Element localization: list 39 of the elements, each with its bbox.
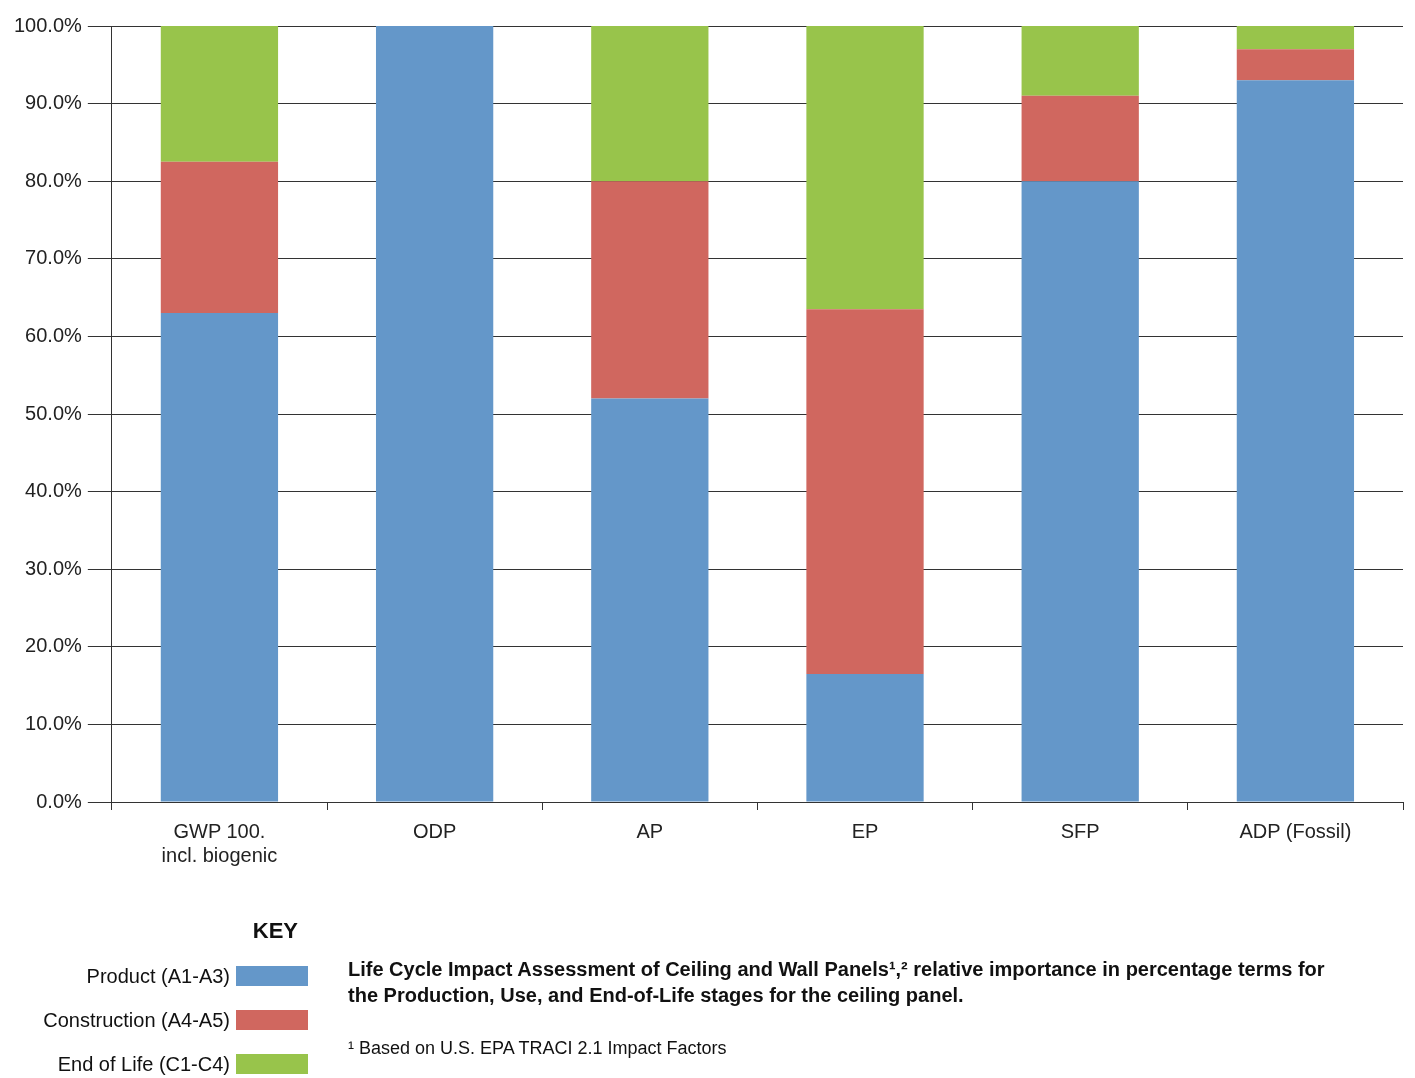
y-tick-label: 50.0% bbox=[25, 401, 83, 424]
y-tick-label: 20.0% bbox=[25, 634, 83, 657]
y-tick-label: 40.0% bbox=[25, 479, 83, 502]
y-tick-label: 100.0% bbox=[13, 13, 83, 36]
bar bbox=[1021, 95, 1139, 182]
y-tick-label: 70.0% bbox=[25, 246, 83, 269]
legend-label: Product (A1-A3) bbox=[86, 964, 230, 988]
text: Life Cycle Impact Assessment of Ceiling and Wall Panels¹,² relative importance in percentage terms for the Production, Use, and End-of-Life stages for the ceiling panel. bbox=[348, 957, 1326, 1008]
y-tick-label: 10.0% bbox=[25, 711, 83, 734]
bar bbox=[1236, 80, 1355, 802]
legend-label: Construction (A4-A5) bbox=[43, 1008, 230, 1032]
bar bbox=[806, 309, 924, 674]
y-tick-label: 90.0% bbox=[25, 91, 83, 114]
bar bbox=[1021, 181, 1139, 802]
y-tick-label: 60.0% bbox=[25, 323, 83, 346]
bar bbox=[806, 673, 924, 802]
bar bbox=[375, 26, 494, 802]
y-tick-label: 80.0% bbox=[25, 168, 83, 191]
bar bbox=[591, 26, 709, 182]
bar bbox=[1236, 26, 1355, 50]
x-tick-label: ADP (Fossil) bbox=[1239, 819, 1352, 842]
bar bbox=[591, 181, 709, 399]
x-tick-label: AP bbox=[636, 819, 664, 842]
bar bbox=[1021, 26, 1139, 96]
bar bbox=[591, 398, 709, 802]
x-tick-label: GWP 100. incl. biogenic bbox=[161, 819, 278, 866]
bar bbox=[160, 313, 279, 802]
text: ¹ Based on U.S. EPA TRACI 2.1 Impact Factors bbox=[348, 1038, 728, 1059]
bar bbox=[806, 26, 924, 310]
x-tick-label: SFP bbox=[1060, 819, 1100, 842]
x-tick-label: ODP bbox=[412, 819, 457, 842]
legend-label: End of Life (C1-C4) bbox=[57, 1052, 230, 1076]
y-tick-label: 30.0% bbox=[25, 556, 83, 579]
x-tick-label: EP bbox=[851, 819, 879, 842]
bar bbox=[160, 161, 279, 314]
bar bbox=[160, 26, 279, 162]
y-tick-label: 0.0% bbox=[36, 789, 83, 812]
legend-title: KEY bbox=[252, 918, 299, 944]
bar bbox=[1236, 49, 1355, 81]
